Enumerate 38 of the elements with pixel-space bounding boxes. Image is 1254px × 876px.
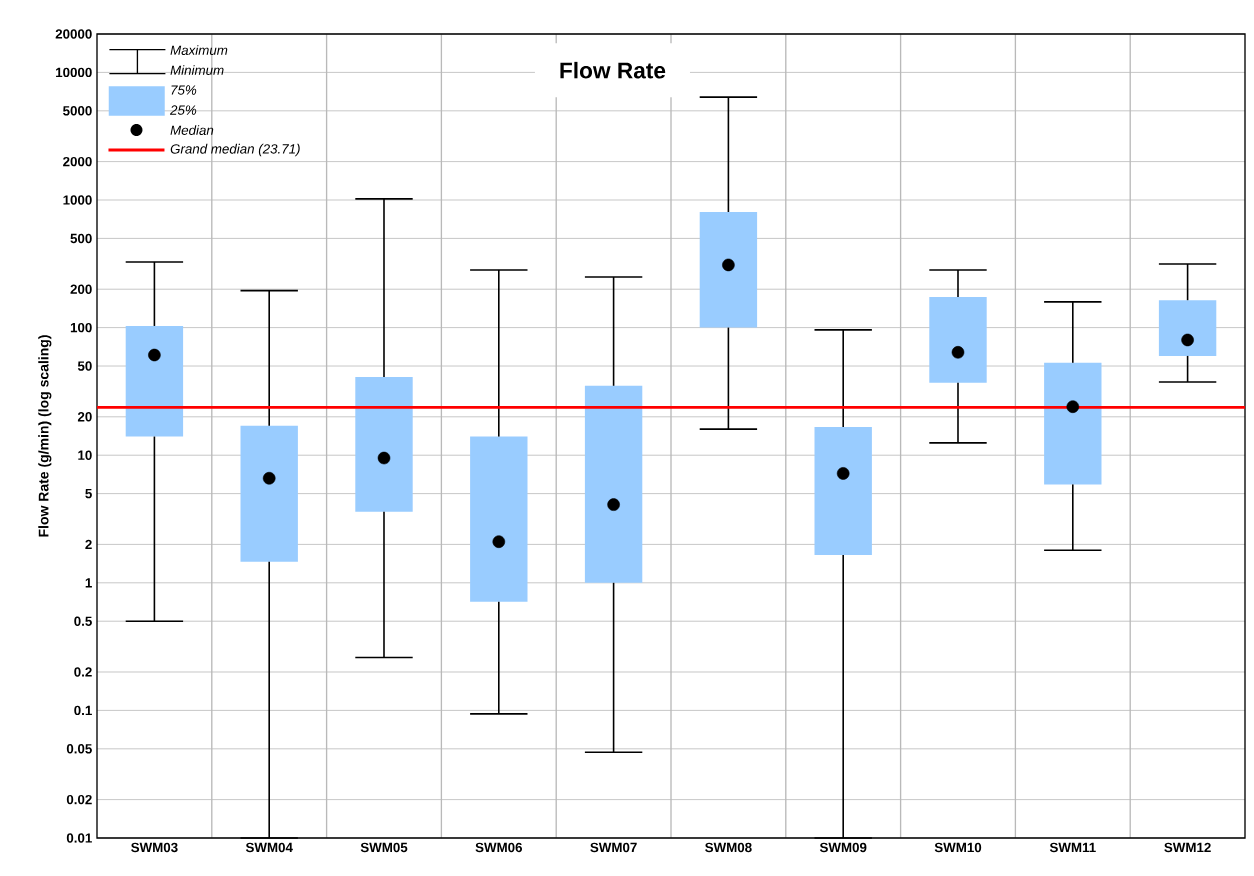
x-tick-label: SWM05 xyxy=(360,842,408,853)
annotation: Maximum xyxy=(170,45,228,55)
x-tick-label: SWM04 xyxy=(245,842,293,853)
y-tick-label: 1000 xyxy=(63,195,92,205)
y-tick-label: 20000 xyxy=(55,29,92,39)
text: Flow Rate xyxy=(560,61,666,79)
y-tick-label: 0.2 xyxy=(74,667,92,677)
x-tick-label: SWM10 xyxy=(934,842,982,853)
x-tick-label: SWM06 xyxy=(475,842,523,853)
y-tick-label: 0.1 xyxy=(74,705,92,716)
y-tick-label: 100 xyxy=(70,322,92,333)
x-tick-label: SWM03 xyxy=(131,842,178,853)
y-tick-label: 200 xyxy=(70,284,92,294)
y-tick-label: 10 xyxy=(78,450,92,460)
annotation: 75% xyxy=(171,85,197,95)
y-tick-label: 500 xyxy=(70,233,92,244)
y-tick-label: 0.5 xyxy=(74,616,92,626)
y-tick-label: 0.01 xyxy=(66,833,92,843)
y-tick-label: 5 xyxy=(85,488,92,499)
y-axis-title: Flow Rate (g/min) (log scaling) xyxy=(38,335,52,537)
x-tick-label: SWM08 xyxy=(705,842,752,853)
x-tick-label: SWM12 xyxy=(1164,842,1211,853)
y-tick-label: 2 xyxy=(85,539,92,550)
y-tick-label: 5000 xyxy=(63,106,92,116)
y-tick-label: 0.02 xyxy=(66,794,92,805)
y-tick-label: 2000 xyxy=(63,156,92,167)
x-tick-label: SWM09 xyxy=(819,842,867,853)
annotation: Median xyxy=(170,125,214,135)
y-tick-label: 20 xyxy=(77,412,92,422)
x-tick-label: SWM07 xyxy=(590,842,637,853)
x-tick-label: SWM11 xyxy=(1049,842,1096,853)
y-tick-label: 50 xyxy=(77,361,92,371)
y-tick-label: 1 xyxy=(85,578,92,588)
y-tick-label: 0.05 xyxy=(66,744,92,754)
legend-label: Grand median (23.71) xyxy=(170,143,300,157)
annotation: 25% xyxy=(170,105,197,115)
annotation: Minimum xyxy=(170,65,224,75)
y-tick-label: 10000 xyxy=(56,67,92,78)
